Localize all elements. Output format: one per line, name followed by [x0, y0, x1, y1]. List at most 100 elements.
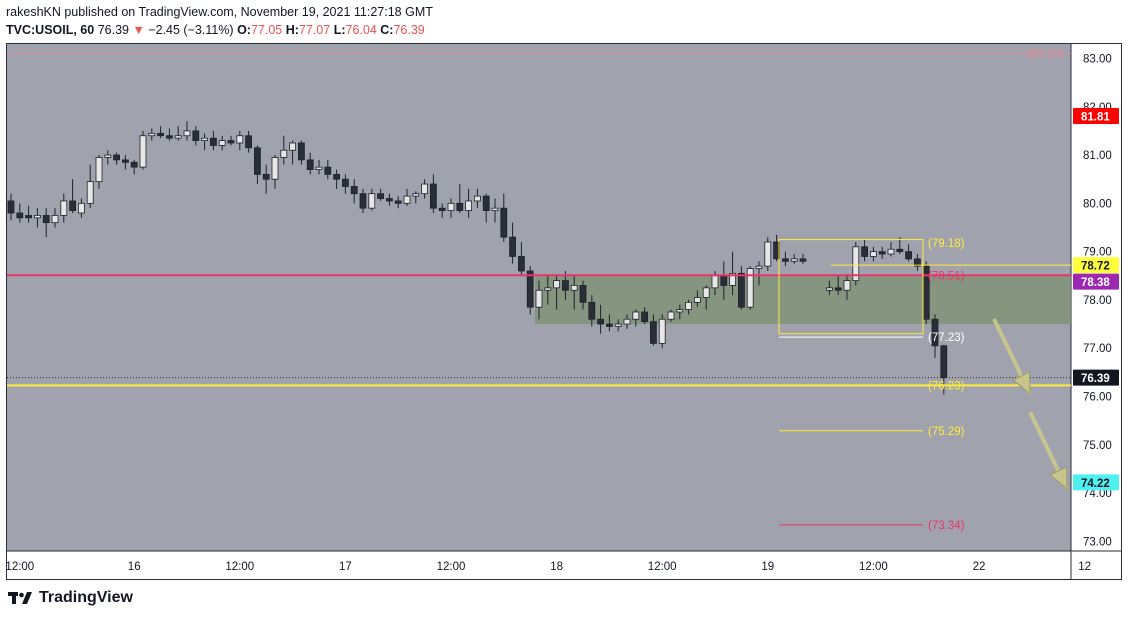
candle-body [544, 287, 552, 291]
price-tag-bg [1073, 257, 1119, 274]
price-change: −2.45 (−3.11%) [148, 23, 234, 37]
time-tick-label: 12:00 [437, 561, 466, 573]
price-tag-label: 78.38 [1081, 277, 1110, 289]
candle-body [755, 265, 763, 269]
range-box [778, 239, 924, 335]
last-price: 76.39 [97, 23, 129, 37]
high-label: H: [285, 23, 299, 37]
candle-body [218, 140, 226, 146]
candle-body [606, 323, 613, 327]
price-tag: 76.39 [1073, 369, 1119, 386]
candle-body [632, 311, 640, 320]
support-zone [535, 275, 1071, 325]
price-tag-bg [1073, 107, 1119, 124]
candle-body [553, 280, 560, 289]
candle-body [931, 318, 939, 347]
price-chart[interactable]: (83.10) (79.18) (78.51) (77.23) (76.23) (75.2… [7, 44, 1121, 579]
candle-body [597, 318, 604, 325]
arrow-head [1049, 466, 1068, 491]
candle-body [861, 246, 868, 257]
candle-body [157, 132, 165, 137]
candle-body [394, 200, 402, 204]
candle-body [491, 207, 499, 211]
price-tag-label: 78.72 [1081, 261, 1110, 273]
candle-body [33, 215, 41, 219]
candle-body [25, 215, 33, 219]
time-tick-label: 16 [128, 561, 141, 573]
open-value: 77.05 [250, 23, 283, 37]
candle-body [104, 154, 112, 158]
candle-body [500, 207, 508, 238]
candle-body [86, 181, 94, 204]
tradingview-logo-icon [8, 592, 32, 604]
candle-body [297, 142, 305, 161]
candle-body [667, 311, 675, 320]
candle-body [940, 345, 948, 379]
candle-body [535, 289, 543, 308]
candle-body [421, 183, 429, 195]
candle-body [122, 159, 129, 163]
symbol-label[interactable]: TVC:USOIL, 60 [6, 23, 95, 37]
level-annotation: (76.23) [928, 380, 965, 392]
candle-body [711, 275, 719, 289]
candle-body [7, 200, 15, 214]
price-tag: 78.72 [1073, 257, 1119, 274]
candle-body [78, 202, 85, 214]
price-tick-label: 80.00 [1083, 198, 1112, 210]
candle-body [350, 186, 358, 195]
time-tick-label: 12:00 [225, 561, 254, 573]
candle-body [385, 198, 393, 202]
time-tick-label: 17 [339, 561, 352, 573]
candle-body [658, 318, 666, 344]
candle-body [702, 287, 710, 298]
candle-body [614, 323, 622, 327]
candle-body [517, 256, 525, 272]
candle-body [588, 301, 596, 320]
candle-body [685, 301, 692, 310]
candle-body [69, 200, 76, 211]
candle-body [570, 285, 578, 291]
candle-body [799, 258, 807, 262]
candle-body [236, 135, 244, 144]
candle-body [341, 178, 349, 187]
projection-arrow-icon [1028, 411, 1069, 491]
candle-body [368, 193, 376, 209]
candle-body [209, 137, 217, 146]
chart-area[interactable]: (83.10) (79.18) (78.51) (77.23) (76.23) (75.2… [6, 43, 1122, 580]
price-tick-label: 79.00 [1083, 247, 1112, 259]
candle-body [165, 135, 173, 139]
candle-body [473, 195, 481, 202]
candle-body [183, 130, 191, 137]
brand-name: TradingView [39, 589, 133, 606]
candle-body [60, 200, 68, 216]
candle-body [773, 241, 780, 260]
candle-body [113, 154, 120, 161]
price-tick-label: 76.00 [1083, 391, 1112, 403]
candle-body [174, 135, 182, 139]
candle-body [201, 137, 209, 141]
time-tick-label: 12:00 [859, 561, 888, 573]
candle-body [790, 258, 798, 262]
candle-body [562, 280, 569, 291]
close-value: 76.39 [393, 23, 425, 37]
time-tick-label: 22 [973, 561, 986, 573]
candle-body [148, 132, 156, 137]
price-tick-label: 73.00 [1083, 536, 1112, 548]
level-annotation: (83.10) [1027, 49, 1064, 61]
candle-body [579, 285, 587, 303]
candle-body [192, 130, 200, 141]
level-annotation: (78.51) [928, 270, 965, 282]
price-tag: 74.22 [1073, 474, 1119, 491]
tradingview-brand[interactable]: TradingView [8, 589, 133, 607]
candle-body [623, 318, 631, 325]
candle-body [676, 309, 684, 313]
candle-body [271, 157, 279, 180]
time-tick-label: 12:00 [7, 561, 34, 573]
candle-body [253, 147, 261, 175]
candle-body [905, 251, 912, 260]
time-axis [7, 551, 1071, 579]
candle-body [878, 251, 886, 255]
close-label: C: [380, 23, 394, 37]
candle-body [262, 173, 270, 180]
candle-body [650, 321, 657, 344]
